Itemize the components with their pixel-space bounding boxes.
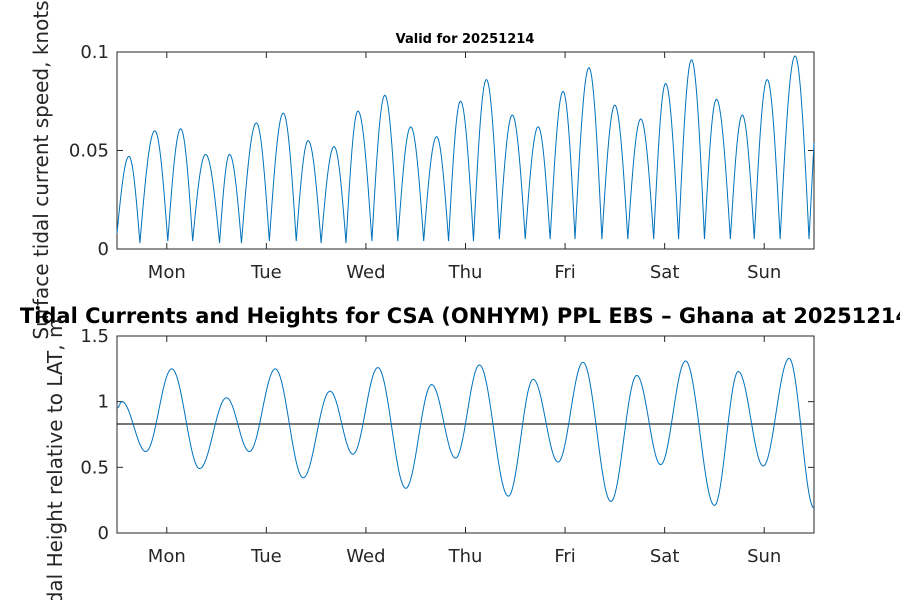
current-speed-line	[116, 55, 815, 244]
top-ytick-label: 0.05	[69, 141, 109, 162]
top-xtick-label: Tue	[250, 262, 282, 283]
top-xtick-label: Sun	[747, 262, 781, 283]
top-xtick-label: Thu	[448, 262, 483, 283]
top-xtick-label: Mon	[148, 262, 186, 283]
height-axes-box	[116, 335, 815, 534]
bot-ytick-label: 1	[98, 392, 109, 413]
current-axes-box	[116, 51, 815, 250]
bot-ytick-label: 0.5	[80, 457, 109, 478]
bot-xtick-label: Mon	[148, 546, 186, 567]
top-ytick-label: 0	[98, 239, 109, 260]
bot-xtick-label: Sun	[747, 546, 781, 567]
top-ytick-label: 0.1	[80, 42, 109, 63]
top-xtick-label: Sat	[650, 262, 680, 283]
main-chart-title: Tidal Currents and Heights for CSA (ONHY…	[20, 304, 900, 328]
bot-xtick-label: Fri	[554, 546, 575, 567]
tidal-height-axes: 0 0.5 1 1.5 Mon Tue Wed Thu Fri Sat Sun Tidal Cur…	[20, 304, 900, 600]
bot-xtick-label: Tue	[250, 546, 282, 567]
top-xtick-label: Wed	[346, 262, 385, 283]
bot-xtick-label: Wed	[346, 546, 385, 567]
top-xtick-label: Fri	[554, 262, 575, 283]
current-y-axis-label: Surface tidal current speed, knots	[29, 0, 53, 339]
height-y-axis-label: Tidal Height relative to LAT, m	[43, 319, 67, 600]
bot-xtick-label: Thu	[448, 546, 483, 567]
bot-ytick-label: 0	[98, 523, 109, 544]
tidal-height-line	[116, 357, 815, 509]
bot-xtick-label: Sat	[650, 546, 680, 567]
current-speed-axes: 0 0.05 0.1 Mon Tue Wed Thu Fri Sat Sun Valid for…	[29, 0, 815, 340]
bot-ytick-label: 1.5	[80, 326, 109, 347]
current-chart-title: Valid for 20251214	[396, 32, 535, 47]
